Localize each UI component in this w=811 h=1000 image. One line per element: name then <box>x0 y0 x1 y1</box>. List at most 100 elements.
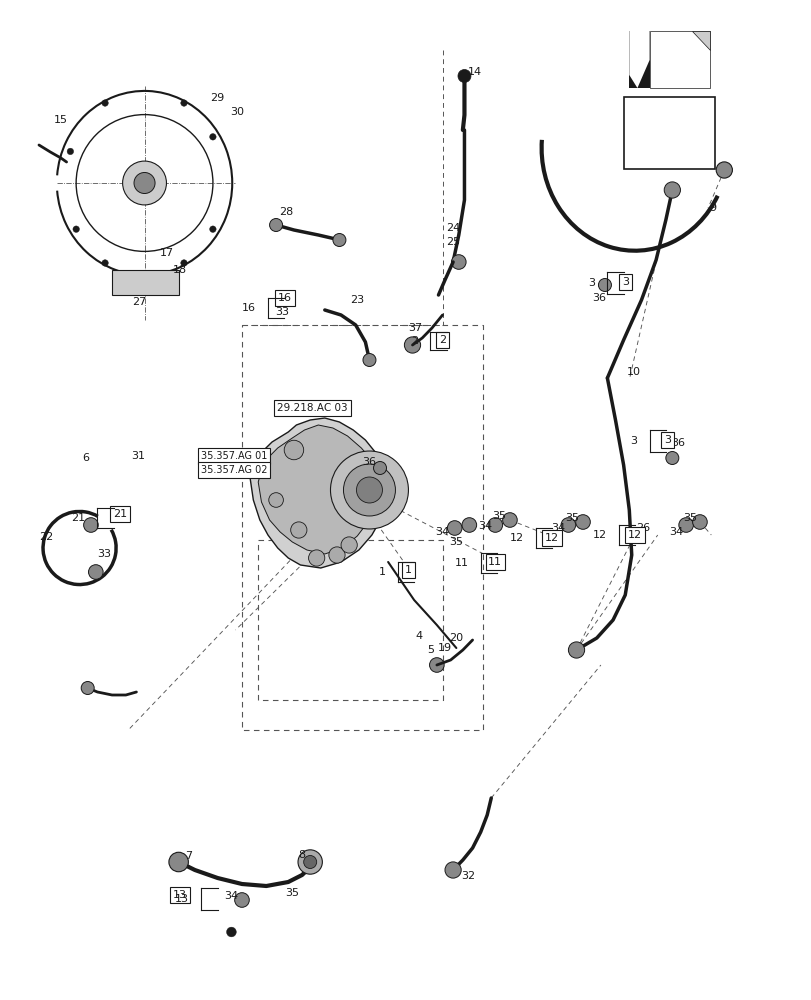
Text: 32: 32 <box>461 871 475 881</box>
Text: 22: 22 <box>39 532 54 542</box>
Text: 2: 2 <box>410 336 418 346</box>
Circle shape <box>692 515 706 529</box>
Text: 12: 12 <box>509 533 523 543</box>
Text: 12: 12 <box>627 530 642 540</box>
Text: 30: 30 <box>230 107 244 117</box>
Text: 34: 34 <box>478 521 492 531</box>
Circle shape <box>303 856 316 868</box>
Circle shape <box>269 219 282 231</box>
Circle shape <box>444 862 461 878</box>
Text: 29: 29 <box>210 93 225 103</box>
Circle shape <box>209 134 216 140</box>
Text: 36: 36 <box>670 438 684 448</box>
Circle shape <box>678 518 693 532</box>
Polygon shape <box>258 425 380 554</box>
Circle shape <box>502 513 517 527</box>
Circle shape <box>308 550 324 566</box>
Text: 21: 21 <box>113 509 127 519</box>
Text: 12: 12 <box>592 530 606 540</box>
Text: 2: 2 <box>439 335 445 345</box>
Text: 20: 20 <box>448 633 463 643</box>
Text: 24: 24 <box>445 223 460 233</box>
Text: 27: 27 <box>132 297 147 307</box>
Circle shape <box>134 172 155 194</box>
Text: 3: 3 <box>621 277 628 287</box>
Text: 5: 5 <box>427 645 433 655</box>
Text: 33: 33 <box>275 307 290 317</box>
Text: 4: 4 <box>415 631 422 641</box>
Polygon shape <box>112 270 178 295</box>
Polygon shape <box>691 31 710 50</box>
Text: 19: 19 <box>437 643 452 653</box>
Circle shape <box>715 162 732 178</box>
Text: 33: 33 <box>97 549 111 559</box>
Polygon shape <box>629 31 649 88</box>
Circle shape <box>81 682 94 694</box>
Text: 11: 11 <box>487 557 502 567</box>
Circle shape <box>568 642 584 658</box>
Text: 16: 16 <box>277 293 292 303</box>
Circle shape <box>101 100 108 106</box>
Circle shape <box>341 537 357 553</box>
Text: 17: 17 <box>159 248 174 258</box>
Circle shape <box>575 515 590 529</box>
Circle shape <box>663 182 680 198</box>
Text: 15: 15 <box>54 115 68 125</box>
Text: 11: 11 <box>454 558 468 568</box>
Circle shape <box>447 521 461 535</box>
Text: 9: 9 <box>709 203 715 213</box>
Text: 3: 3 <box>587 278 594 288</box>
Text: 21: 21 <box>71 513 85 523</box>
Circle shape <box>457 70 470 82</box>
Circle shape <box>298 850 322 874</box>
Polygon shape <box>629 31 649 88</box>
Circle shape <box>73 226 79 232</box>
Circle shape <box>363 354 375 366</box>
Circle shape <box>333 234 345 246</box>
Circle shape <box>101 260 108 266</box>
Text: 8: 8 <box>298 850 305 860</box>
Text: 18: 18 <box>173 265 187 275</box>
Text: 12: 12 <box>544 533 559 543</box>
Circle shape <box>290 522 307 538</box>
Text: 13: 13 <box>175 894 189 904</box>
Text: 3: 3 <box>663 435 670 445</box>
Text: 35.357.AG 02: 35.357.AG 02 <box>200 465 267 475</box>
Text: 29.218.AC 03: 29.218.AC 03 <box>277 403 347 413</box>
Circle shape <box>84 518 98 532</box>
Text: 28: 28 <box>278 207 293 217</box>
Text: 35: 35 <box>448 537 463 547</box>
Text: 23: 23 <box>350 295 364 305</box>
Circle shape <box>429 658 444 672</box>
Text: 16: 16 <box>242 303 255 313</box>
Text: 31: 31 <box>131 451 145 461</box>
Text: 35: 35 <box>564 513 579 523</box>
Circle shape <box>665 452 678 464</box>
Circle shape <box>356 477 382 503</box>
Circle shape <box>328 547 345 563</box>
Circle shape <box>284 440 303 460</box>
Text: 1: 1 <box>405 565 411 575</box>
Text: 10: 10 <box>625 367 640 377</box>
Circle shape <box>226 927 236 937</box>
Text: 1: 1 <box>378 567 385 577</box>
Text: 35: 35 <box>682 513 697 523</box>
Circle shape <box>234 893 249 907</box>
Text: 36: 36 <box>591 293 606 303</box>
Circle shape <box>169 852 188 872</box>
Circle shape <box>209 226 216 232</box>
Circle shape <box>181 260 187 266</box>
Circle shape <box>487 518 502 532</box>
Circle shape <box>373 462 386 474</box>
Circle shape <box>330 451 408 529</box>
Text: 37: 37 <box>408 323 423 333</box>
Text: 34: 34 <box>551 523 565 533</box>
Text: 35.357.AG 01: 35.357.AG 01 <box>200 451 267 461</box>
Text: 34: 34 <box>224 891 238 901</box>
Circle shape <box>560 518 575 532</box>
Text: 35: 35 <box>285 888 299 898</box>
Circle shape <box>67 148 74 155</box>
Circle shape <box>122 161 166 205</box>
Text: 26: 26 <box>635 523 650 533</box>
Text: 13: 13 <box>173 890 187 900</box>
